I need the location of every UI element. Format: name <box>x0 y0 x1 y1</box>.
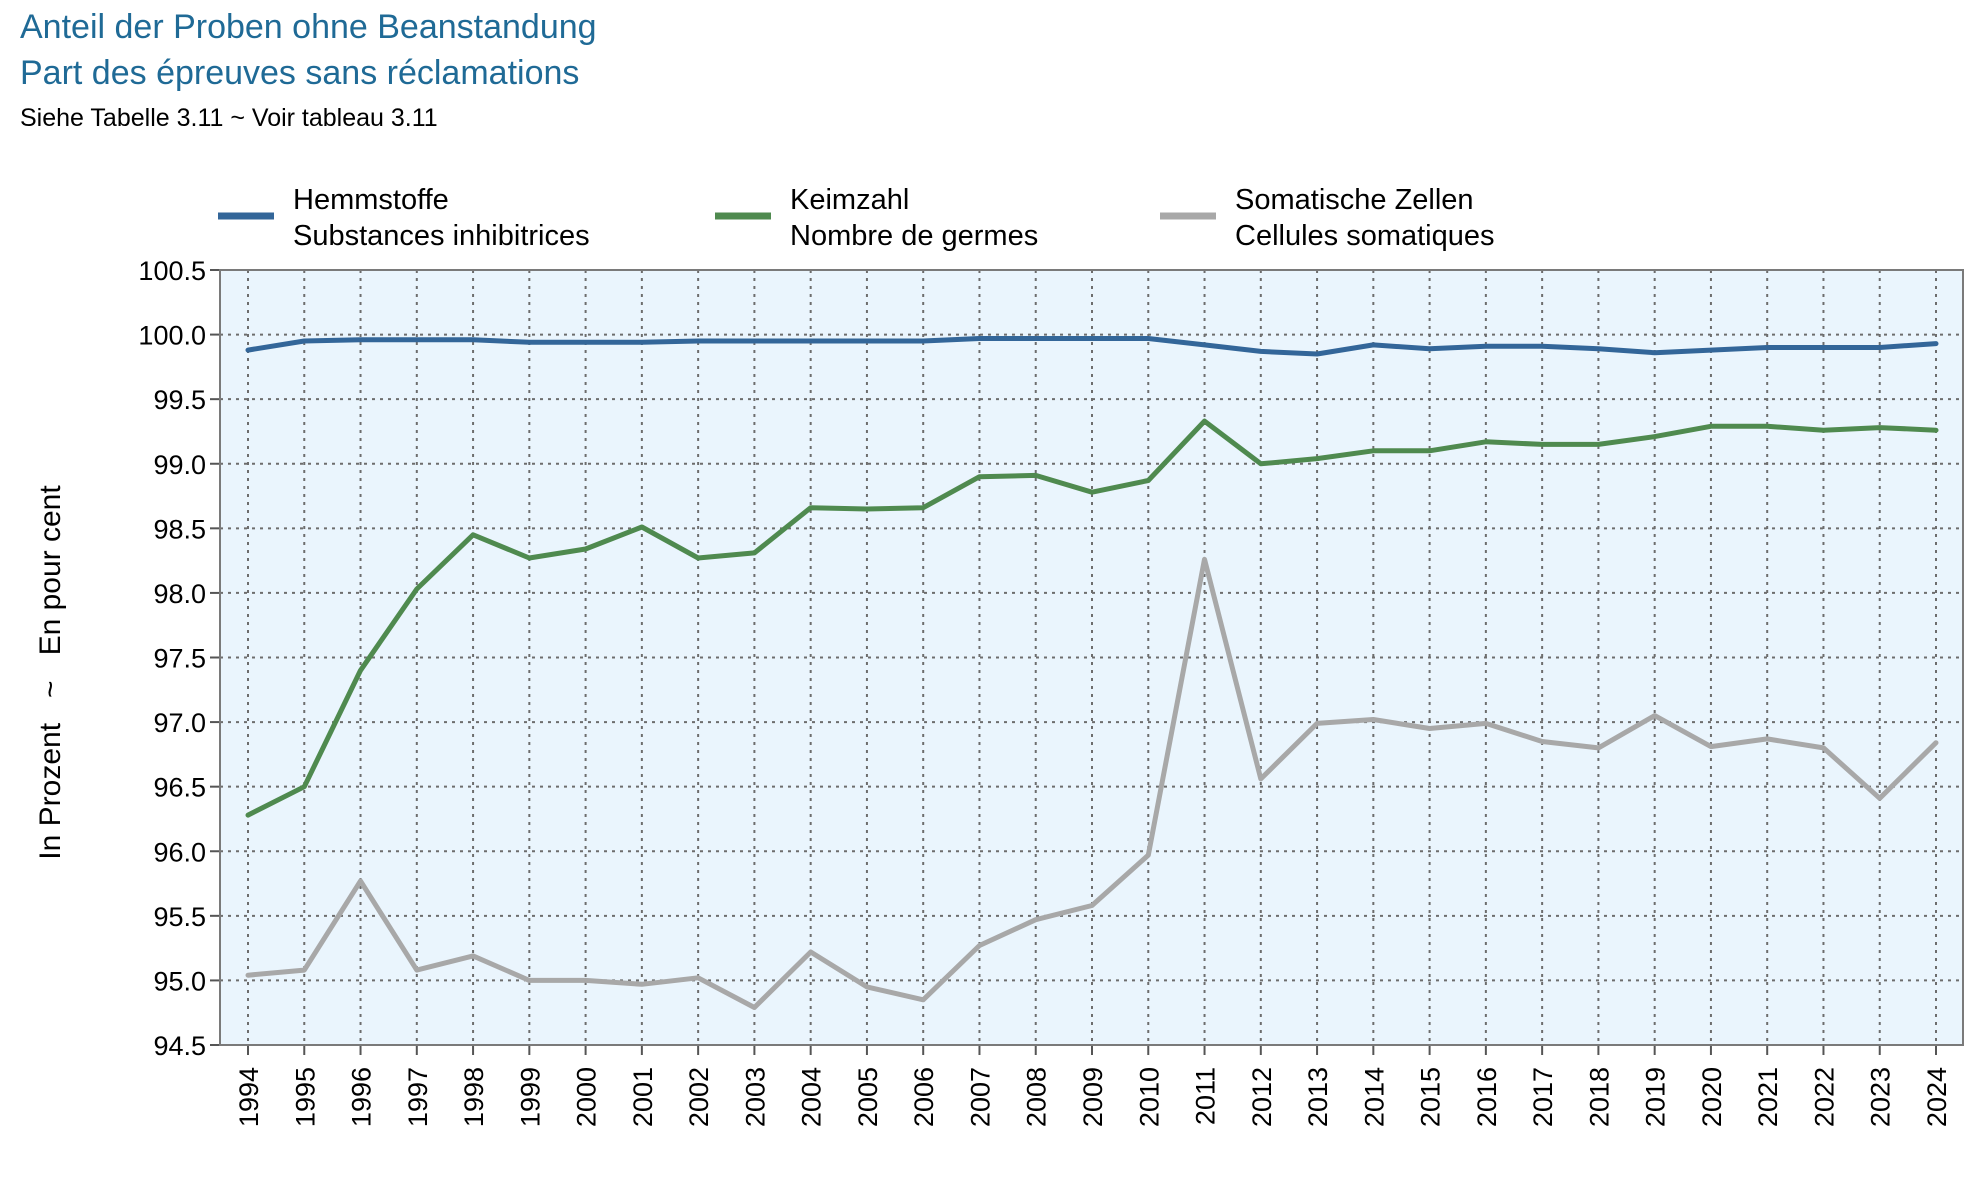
x-tick-label: 2007 <box>965 1067 995 1127</box>
x-tick-label: 1995 <box>290 1067 320 1127</box>
x-tick-label: 2017 <box>1528 1067 1558 1127</box>
y-tick-label: 97.0 <box>153 708 206 738</box>
x-tick-label: 2014 <box>1359 1067 1389 1127</box>
x-tick-label: 2008 <box>1022 1067 1052 1127</box>
chart-subtitle: Siehe Tabelle 3.11 ~ Voir tableau 3.11 <box>20 104 438 132</box>
x-tick-label: 2002 <box>684 1067 714 1127</box>
x-tick-label: 2003 <box>740 1067 770 1127</box>
y-tick-label: 99.0 <box>153 450 206 480</box>
x-tick-label: 2009 <box>1078 1067 1108 1127</box>
x-axis: 1994 1995 1996 1997 1998 1999 2000 2001 2002 2003… <box>234 1045 1952 1127</box>
y-tick-label: 100.0 <box>138 321 206 351</box>
y-tick-label: 97.5 <box>153 644 206 674</box>
legend-label-hemmstoffe-french: Substances inhibitrices <box>293 220 590 252</box>
legend-label-hemmstoffe: Hemmstoffe <box>293 184 449 216</box>
series-line-somatische <box>245 556 1939 1010</box>
x-tick-label: 2023 <box>1866 1067 1896 1127</box>
x-tick-label: 2001 <box>628 1067 658 1127</box>
plot-frame <box>219 269 1964 1046</box>
grid-lines <box>220 269 1963 1046</box>
x-tick-label: 2004 <box>797 1067 827 1127</box>
y-tick-label: 99.5 <box>153 385 206 415</box>
y-tick-label: 100.5 <box>138 256 206 286</box>
x-tick-label: 2012 <box>1247 1067 1277 1127</box>
series-group <box>245 336 1939 1010</box>
x-tick-label: 2010 <box>1134 1067 1164 1127</box>
y-tick-label: 98.0 <box>153 579 206 609</box>
y-tick-label: 96.5 <box>153 773 206 803</box>
series-line-hemmstoffe <box>245 336 1939 357</box>
x-tick-label: 2011 <box>1191 1067 1221 1125</box>
x-tick-label: 2006 <box>909 1067 939 1127</box>
x-tick-label: 2015 <box>1416 1067 1446 1127</box>
legend-label-keimzahl: Keimzahl <box>790 184 909 216</box>
x-tick-label: 1997 <box>403 1067 433 1127</box>
y-tick-label: 94.5 <box>153 1031 206 1061</box>
chart-title: Anteil der Proben ohne Beanstandung <box>20 8 597 46</box>
x-tick-label: 1994 <box>234 1067 264 1127</box>
legend-label-somatische-french: Cellules somatiques <box>1235 220 1495 252</box>
y-axis-label: In Prozent ~ En pour cent <box>34 485 67 860</box>
x-tick-label: 2024 <box>1922 1067 1952 1127</box>
x-tick-label: 1996 <box>347 1067 377 1127</box>
x-tick-label: 2020 <box>1697 1067 1727 1127</box>
x-tick-label: 2013 <box>1303 1067 1333 1127</box>
x-tick-label: 2021 <box>1753 1067 1783 1127</box>
x-tick-label: 1999 <box>515 1067 545 1127</box>
y-tick-label: 96.0 <box>153 837 206 867</box>
x-tick-label: 2016 <box>1472 1067 1502 1127</box>
y-tick-label: 95.0 <box>153 966 206 996</box>
series-line-keimzahl <box>245 418 1939 818</box>
y-tick-label: 95.5 <box>153 902 206 932</box>
chart-title-french: Part des épreuves sans réclamations <box>20 54 580 92</box>
y-tick-label: 98.5 <box>153 514 206 544</box>
legend-label-keimzahl-french: Nombre de germes <box>790 220 1038 252</box>
x-tick-label: 2022 <box>1809 1067 1839 1127</box>
x-tick-label: 2005 <box>853 1067 883 1127</box>
x-tick-label: 1998 <box>459 1067 489 1127</box>
y-axis: 94.5 95.0 95.5 96.0 96.5 97.0 97.5 98.0 98.5 99.0… <box>138 256 220 1061</box>
legend-label-somatische: Somatische Zellen <box>1235 184 1474 216</box>
legend: Hemmstoffe Substances inhibitrices Keimzah… <box>218 184 1495 252</box>
x-tick-label: 2018 <box>1584 1067 1614 1127</box>
x-tick-label: 2000 <box>572 1067 602 1127</box>
x-tick-label: 2019 <box>1641 1067 1671 1127</box>
